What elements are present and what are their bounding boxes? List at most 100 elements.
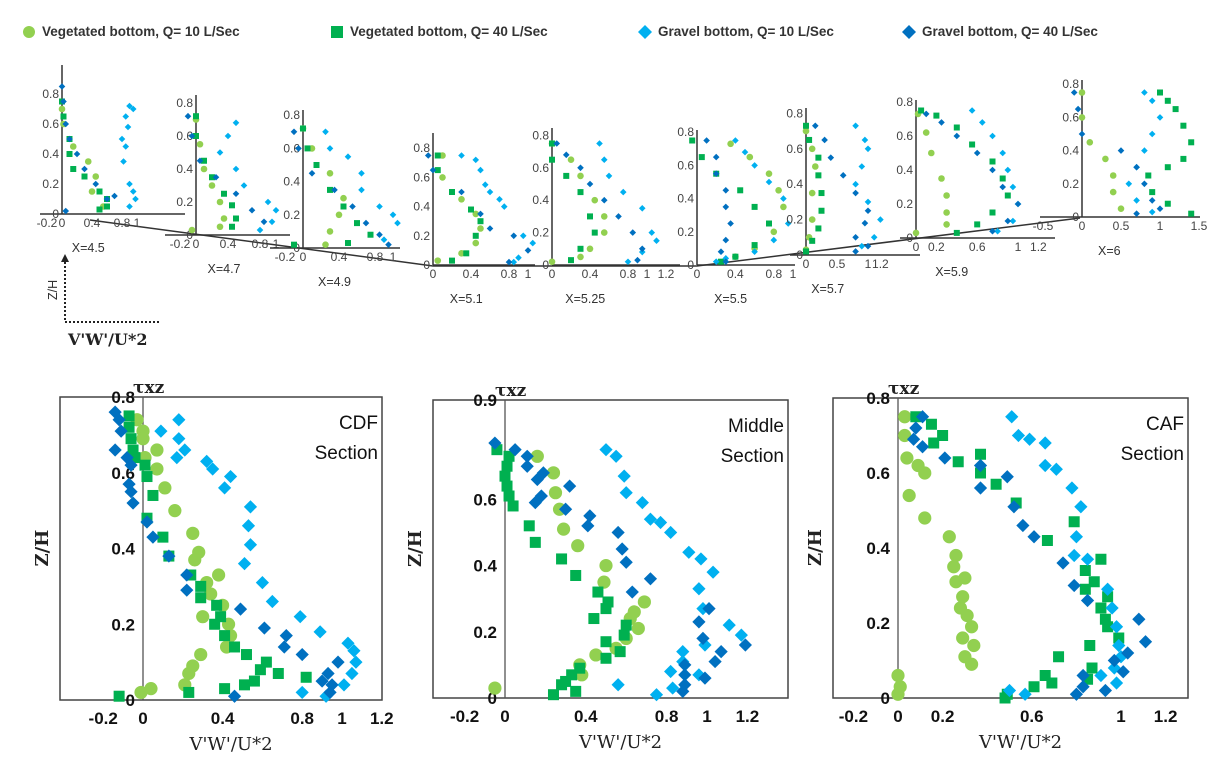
point-gravel-40 bbox=[839, 172, 847, 179]
point-veg-10 bbox=[597, 575, 611, 589]
point-veg-10 bbox=[530, 449, 544, 463]
y-tick-label: 0 bbox=[52, 207, 59, 221]
y-tick-label: 0.2 bbox=[283, 208, 300, 222]
point-veg-10 bbox=[918, 466, 932, 480]
point-veg-40 bbox=[449, 189, 455, 195]
point-gravel-40 bbox=[1070, 89, 1078, 96]
point-gravel-10 bbox=[1049, 462, 1063, 476]
legend: Vegetated bottom, Q= 10 L/Sec Vegetated … bbox=[18, 24, 1218, 48]
point-gravel-40 bbox=[999, 183, 1006, 191]
point-veg-10 bbox=[136, 432, 150, 446]
point-gravel-10 bbox=[1009, 217, 1017, 225]
point-veg-40 bbox=[1039, 670, 1051, 681]
point-gravel-40 bbox=[184, 112, 192, 120]
point-gravel-40 bbox=[852, 248, 859, 255]
point-gravel-10 bbox=[1109, 676, 1124, 690]
point-veg-40 bbox=[491, 444, 503, 456]
point-gravel-40 bbox=[277, 640, 291, 654]
point-gravel-40 bbox=[530, 472, 544, 487]
point-gravel-40 bbox=[233, 602, 248, 616]
profile-X-5_9: 0 0.2 0.4 0.6 0.8 0 0.2 0.6 1 1.2 X=5.9 bbox=[896, 95, 1055, 279]
point-gravel-40 bbox=[212, 173, 220, 181]
y-tick-label: 0.2 bbox=[1062, 177, 1079, 191]
point-gravel-10 bbox=[172, 413, 186, 427]
point-gravel-40 bbox=[114, 424, 128, 438]
point-gravel-10 bbox=[1112, 638, 1126, 653]
point-veg-10 bbox=[956, 631, 970, 645]
point-gravel-40 bbox=[248, 206, 256, 214]
top-profiles: 00.20.40.60.8-0.2 0 0.4 0.8 1X=4.500.20.40.6… bbox=[37, 65, 1208, 306]
point-gravel-40 bbox=[915, 410, 930, 424]
point-gravel-40 bbox=[1076, 668, 1090, 683]
point-veg-10 bbox=[144, 682, 158, 696]
x-tick-label: 0.2 bbox=[931, 707, 955, 726]
point-gravel-40 bbox=[321, 666, 335, 681]
point-gravel-10 bbox=[232, 119, 240, 127]
point-veg-40 bbox=[209, 174, 215, 181]
point-veg-10 bbox=[967, 638, 981, 653]
point-gravel-40 bbox=[124, 458, 138, 472]
tau-label: τxz bbox=[133, 378, 165, 398]
point-gravel-10 bbox=[358, 186, 365, 194]
x-tick-label: 0.4 bbox=[463, 267, 480, 281]
point-gravel-40 bbox=[852, 189, 859, 197]
point-veg-40 bbox=[183, 686, 195, 698]
point-gravel-40 bbox=[1148, 197, 1156, 204]
point-veg-40 bbox=[96, 188, 103, 195]
profile-X-5_1: 0 0.2 0.4 0.6 0.8 0 0.4 0.8 1 X=5.1 bbox=[413, 133, 537, 306]
x-tick-label: 0 bbox=[803, 257, 810, 271]
y-tick-label: 0.4 bbox=[413, 200, 430, 214]
point-veg-10 bbox=[335, 211, 343, 219]
x-tick-label: -0.2 bbox=[89, 709, 118, 728]
point-gravel-40 bbox=[678, 668, 692, 682]
point-veg-10 bbox=[949, 548, 963, 563]
point-gravel-10 bbox=[852, 180, 859, 188]
point-veg-10 bbox=[220, 215, 228, 222]
point-gravel-40 bbox=[562, 151, 570, 159]
y-tick-label: 0.2 bbox=[176, 195, 193, 209]
x-tick-label: 0.6 bbox=[1020, 707, 1044, 726]
point-gravel-40 bbox=[973, 481, 988, 495]
baseline-slant-line bbox=[89, 217, 1081, 267]
point-gravel-40 bbox=[973, 458, 988, 473]
point-veg-40 bbox=[113, 690, 125, 702]
point-veg-10 bbox=[943, 209, 950, 216]
y-tick-label: 0.2 bbox=[413, 229, 430, 243]
point-gravel-10 bbox=[232, 165, 240, 173]
point-veg-10 bbox=[577, 253, 584, 261]
point-gravel-10 bbox=[319, 689, 333, 703]
point-gravel-10 bbox=[741, 148, 749, 156]
point-veg-40 bbox=[81, 173, 88, 180]
point-veg-10 bbox=[808, 189, 816, 197]
point-veg-40 bbox=[1095, 602, 1107, 614]
y-tick-label: 0 bbox=[293, 241, 300, 255]
point-gravel-40 bbox=[611, 525, 625, 540]
point-veg-40 bbox=[556, 679, 568, 691]
legend-label: Gravel bottom, Q= 40 L/Sec bbox=[922, 24, 1098, 39]
point-gravel-40 bbox=[708, 654, 722, 669]
x-tick-label: 1 bbox=[1015, 240, 1022, 254]
point-gravel-10 bbox=[877, 216, 884, 223]
point-gravel-40 bbox=[629, 229, 637, 236]
point-veg-40 bbox=[933, 112, 940, 119]
point-veg-40 bbox=[918, 107, 925, 114]
point-veg-10 bbox=[956, 590, 970, 604]
point-gravel-40 bbox=[126, 496, 140, 510]
point-gravel-40 bbox=[938, 119, 945, 126]
point-gravel-40 bbox=[1156, 205, 1164, 212]
point-veg-40 bbox=[937, 430, 949, 441]
point-veg-40 bbox=[1095, 553, 1107, 565]
point-gravel-10 bbox=[1069, 530, 1083, 544]
point-gravel-40 bbox=[559, 502, 573, 516]
point-gravel-10 bbox=[1067, 548, 1081, 563]
point-gravel-40 bbox=[577, 164, 584, 172]
point-gravel-40 bbox=[73, 150, 81, 158]
point-veg-40 bbox=[468, 206, 474, 213]
point-veg-10 bbox=[472, 239, 480, 247]
y-tick-label: 0.4 bbox=[786, 177, 803, 191]
point-veg-40 bbox=[718, 258, 724, 265]
point-gravel-40 bbox=[260, 218, 268, 226]
point-gravel-40 bbox=[315, 674, 329, 688]
point-gravel-10 bbox=[344, 153, 352, 160]
